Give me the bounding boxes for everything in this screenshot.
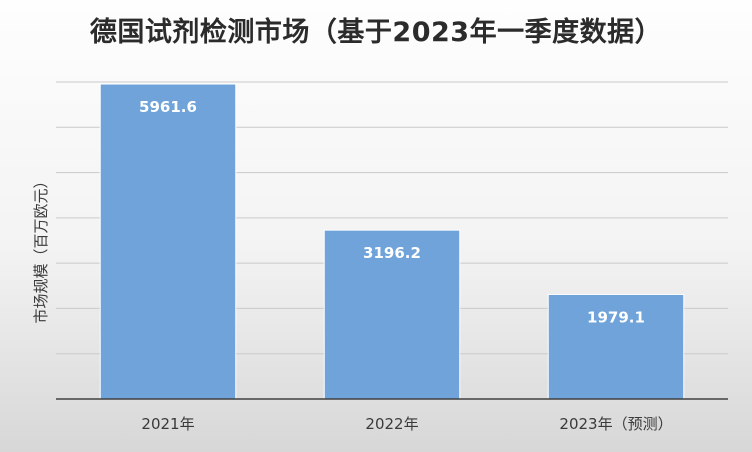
bar-3: [547, 293, 685, 400]
y-axis-label: 市场规模（百万欧元）: [32, 173, 50, 323]
bars: [99, 83, 685, 400]
x-tick-label-2: 2022年: [365, 415, 418, 433]
data-label-1: 5961.6: [139, 98, 197, 116]
chart-title: 德国试剂检测市场（基于2023年一季度数据）: [89, 17, 663, 48]
x-tick-label-3: 2023年（预测）: [559, 415, 672, 433]
x-tick-labels: 2021年 2022年 2023年（预测）: [141, 415, 672, 433]
x-tick-label-1: 2021年: [141, 415, 194, 433]
data-labels: 5961.6 3196.2 1979.1: [139, 98, 645, 326]
data-label-2: 3196.2: [363, 244, 421, 262]
data-label-3: 1979.1: [587, 308, 645, 326]
bar-1: [99, 83, 237, 400]
bar-2: [323, 229, 461, 400]
